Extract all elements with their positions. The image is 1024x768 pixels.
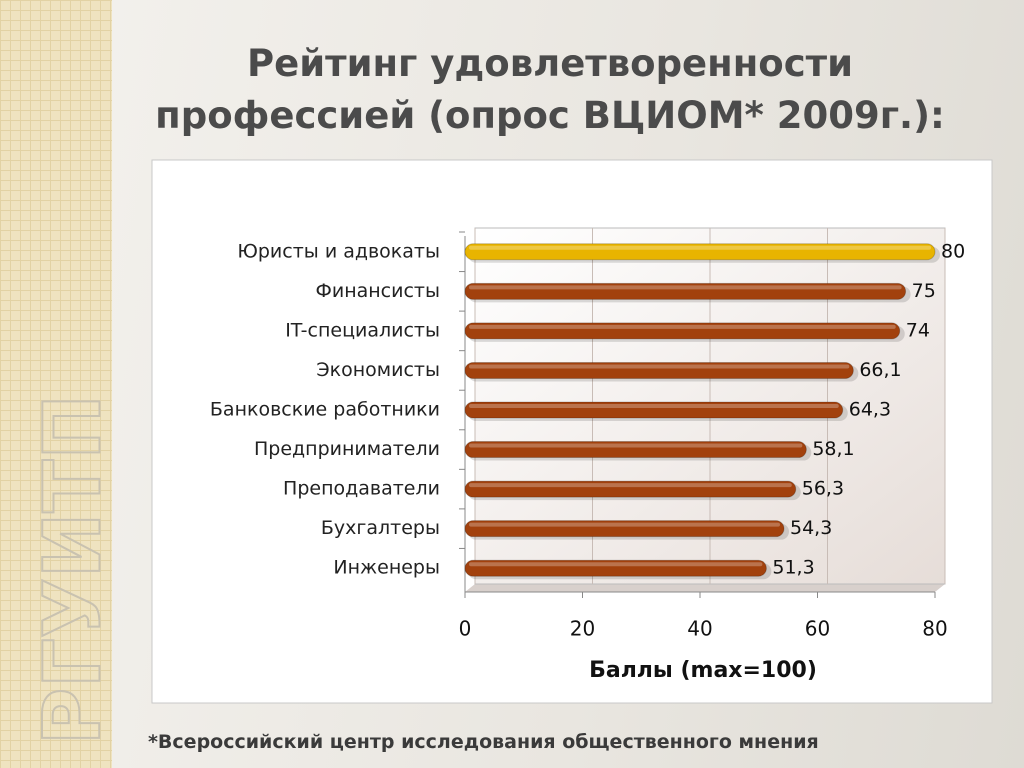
value-label: 51,3 bbox=[772, 557, 814, 579]
y-tick-label: Финансисты bbox=[315, 280, 440, 302]
value-label: 74 bbox=[906, 319, 930, 341]
y-tick-label: Банковские работники bbox=[210, 399, 440, 421]
value-label: 58,1 bbox=[812, 438, 854, 460]
x-tick-label: 40 bbox=[687, 617, 712, 641]
value-label: 54,3 bbox=[790, 517, 832, 539]
y-tick-label: Юристы и адвокаты bbox=[237, 240, 440, 262]
bar-highlight bbox=[469, 483, 792, 488]
value-label: 75 bbox=[912, 280, 936, 302]
side-strip bbox=[0, 0, 112, 768]
bar bbox=[464, 361, 854, 379]
value-label: 56,3 bbox=[802, 478, 844, 500]
bar-highlight bbox=[469, 324, 896, 329]
bar-highlight bbox=[469, 562, 763, 567]
bar bbox=[464, 520, 785, 538]
title: Рейтинг удовлетворенности профессией (оп… bbox=[120, 38, 980, 142]
y-tick-label: Инженеры bbox=[333, 557, 440, 579]
bar-highlight bbox=[469, 245, 931, 250]
y-tick-label: Бухгалтеры bbox=[321, 517, 440, 539]
bar bbox=[464, 401, 844, 419]
title-line: профессией (опрос ВЦИОМ* 2009г.): bbox=[155, 94, 945, 137]
y-tick-label: Экономисты bbox=[316, 359, 440, 381]
bar bbox=[464, 322, 901, 340]
value-label: 80 bbox=[941, 240, 965, 262]
footnote: *Всероссийский центр исследования общест… bbox=[148, 731, 819, 753]
y-tick-label: IT-специалисты bbox=[285, 319, 440, 341]
value-label: 66,1 bbox=[859, 359, 901, 381]
bar bbox=[464, 441, 807, 459]
logo: РГУИТП bbox=[28, 394, 118, 745]
x-tick-label: 20 bbox=[570, 617, 595, 641]
bar-highlight bbox=[469, 404, 839, 408]
bar bbox=[464, 282, 907, 300]
plot-floor bbox=[465, 584, 945, 592]
x-tick-label: 0 bbox=[459, 617, 472, 641]
x-axis-label: Баллы (max=100) bbox=[589, 658, 817, 683]
x-tick-label: 80 bbox=[922, 617, 947, 641]
value-label: 64,3 bbox=[849, 399, 891, 421]
title-line: Рейтинг удовлетворенности bbox=[246, 42, 854, 85]
bar-highlight bbox=[469, 285, 902, 290]
x-tick-label: 60 bbox=[805, 617, 830, 641]
bar-highlight bbox=[469, 522, 781, 527]
y-tick-label: Преподаватели bbox=[283, 478, 440, 500]
y-tick-label: Предприниматели bbox=[254, 438, 440, 460]
bar-highlight bbox=[469, 443, 803, 448]
bar bbox=[464, 243, 936, 261]
bar-highlight bbox=[469, 364, 850, 369]
bar bbox=[464, 480, 797, 498]
bar bbox=[464, 559, 767, 577]
